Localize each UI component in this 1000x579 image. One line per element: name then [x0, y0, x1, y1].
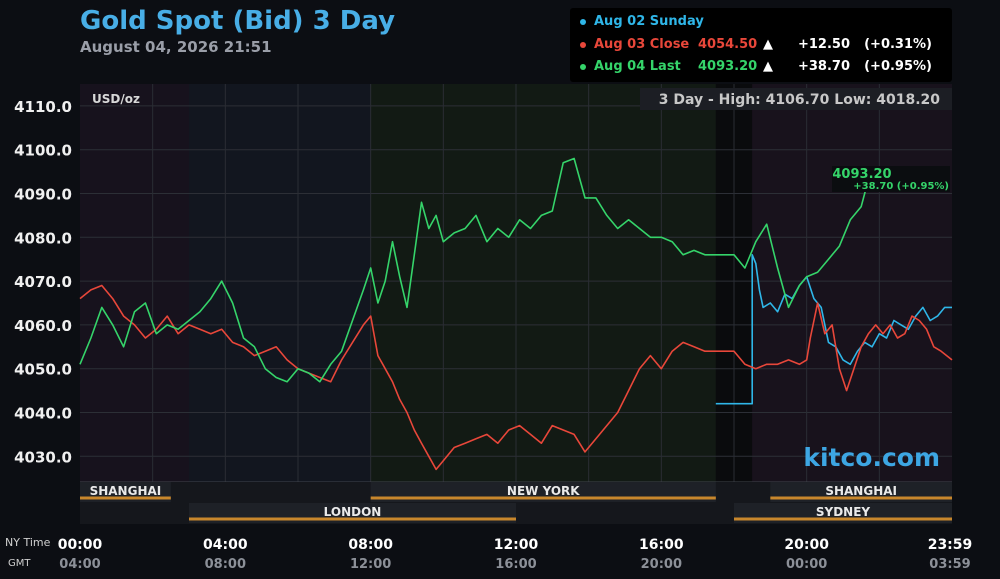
- x-tick-label-ny: 00:00: [58, 537, 103, 553]
- up-arrow-icon: ▲: [763, 59, 773, 74]
- x-tick-label-gmt: 00:00: [786, 557, 827, 572]
- legend-change: +12.50: [797, 37, 850, 52]
- gmt-label: GMT: [8, 558, 31, 569]
- x-tick-label-ny: 16:00: [639, 537, 684, 553]
- session-backgrounds: [80, 84, 952, 482]
- series-line-1: [79, 284, 953, 471]
- legend-dot-icon: [580, 18, 586, 25]
- legend-item-sunday[interactable]: Aug 02 Sunday: [580, 14, 704, 29]
- y-tick-label: 4080.0: [14, 229, 72, 247]
- y-tick-label: 4110.0: [14, 98, 72, 116]
- y-tick-label: 4060.0: [14, 317, 72, 335]
- legend-dot-icon: [580, 41, 586, 48]
- x-tick-label-gmt: 20:00: [641, 557, 682, 572]
- x-tick-label-ny: 08:00: [348, 537, 393, 553]
- x-tick-label-ny: 04:00: [203, 537, 248, 553]
- session-band-4: [752, 84, 952, 482]
- legend-item-close[interactable]: Aug 03 Close 4054.50 ▲ +12.50 (+0.31%): [580, 37, 932, 52]
- session-bars: SHANGHAI NEW YORK SHANGHAI LONDON SYDNEY: [80, 482, 952, 524]
- x-tick-label-ny: 20:00: [784, 537, 829, 553]
- legend-percent: (+0.31%): [864, 37, 932, 52]
- price-series: [79, 157, 953, 471]
- kitco-watermark: kitco.com: [803, 443, 940, 472]
- session-label: SHANGHAI: [825, 484, 897, 498]
- y-axis: 4110.0 4100.0 4090.0 4080.0 4070.0 4060.0 4050…: [14, 98, 72, 466]
- session-label: LONDON: [324, 505, 382, 519]
- ny-time-label: NY Time: [5, 536, 51, 549]
- legend-price: 4093.20: [698, 59, 758, 74]
- last-price-box: [832, 166, 950, 192]
- legend-label: Aug 03 Close: [594, 37, 690, 52]
- series-line-2: [79, 157, 870, 383]
- session-label: SHANGHAI: [90, 484, 162, 498]
- stats-box: [640, 88, 952, 110]
- last-change-label: +38.70 (+0.95%): [853, 181, 949, 192]
- chart-title: Gold Spot (Bid) 3 Day: [80, 6, 396, 36]
- x-tick-label-ny: 12:00: [494, 537, 539, 553]
- legend-dot-icon: [580, 63, 586, 70]
- last-price-label: 4093.20: [832, 167, 891, 182]
- legend-price: 4054.50: [698, 37, 758, 52]
- high-low-stats: 3 Day - High: 4106.70 Low: 4018.20: [659, 92, 941, 108]
- y-tick-label: 4030.0: [14, 448, 72, 466]
- y-tick-label: 4070.0: [14, 273, 72, 291]
- x-tick-label-gmt: 16:00: [495, 557, 536, 572]
- x-tick-label-gmt: 08:00: [205, 557, 246, 572]
- x-axis: 00:00 04:00 08:00 12:00 16:00 20:00 23:59 04:00…: [58, 537, 973, 572]
- x-tick-label-gmt: 03:59: [929, 557, 970, 572]
- legend-item-last[interactable]: Aug 04 Last 4093.20 ▲ +38.70 (+0.95%): [580, 59, 932, 74]
- chart-timestamp: August 04, 2026 21:51: [80, 38, 272, 56]
- x-tick-label-ny: 23:59: [928, 537, 973, 553]
- y-tick-label: 4090.0: [14, 186, 72, 204]
- session-band-2: [370, 84, 716, 482]
- unit-label: USD/oz: [92, 92, 140, 106]
- y-tick-label: 4100.0: [14, 142, 72, 160]
- legend-change: +38.70: [797, 59, 850, 74]
- session-band-1: [189, 84, 371, 482]
- chart-legend: Aug 02 Sunday Aug 03 Close 4054.50 ▲ +12.50…: [570, 8, 952, 82]
- x-tick-label-gmt: 12:00: [350, 557, 391, 572]
- y-tick-label: 4040.0: [14, 405, 72, 423]
- legend-percent: (+0.95%): [864, 59, 932, 74]
- session-label: SYDNEY: [816, 505, 871, 519]
- y-tick-label: 4050.0: [14, 361, 72, 379]
- up-arrow-icon: ▲: [763, 37, 773, 52]
- x-tick-label-gmt: 04:00: [59, 557, 100, 572]
- session-band-0: [80, 84, 189, 482]
- session-label: NEW YORK: [507, 484, 580, 498]
- legend-label: Aug 04 Last: [594, 59, 681, 74]
- legend-label: Aug 02 Sunday: [594, 14, 704, 29]
